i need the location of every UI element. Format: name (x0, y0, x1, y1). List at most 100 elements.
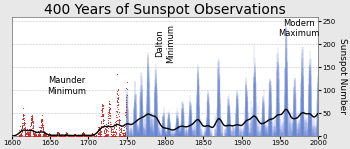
Point (75, 135, 80, 137)
Point (97, 132, 102, 135)
Point (67, 135, 72, 137)
Point (103, 135, 108, 137)
Point (45, 135, 50, 137)
Point (87, 135, 93, 137)
Point (41, 135, 46, 137)
Point (64, 132, 69, 134)
Point (24, 135, 30, 137)
Point (91, 135, 97, 137)
Point (117, 134, 122, 136)
Point (63, 131, 69, 134)
Point (75, 135, 81, 137)
Point (78, 135, 83, 137)
Point (26, 133, 31, 136)
Point (31, 134, 36, 137)
Point (54, 133, 60, 135)
Point (18, 134, 23, 136)
Point (26, 133, 32, 135)
Point (91, 135, 96, 137)
Point (63, 131, 69, 134)
Point (99, 122, 104, 124)
Point (96, 135, 101, 137)
Point (62, 134, 68, 136)
Point (105, 114, 111, 117)
Point (18, 130, 23, 132)
Point (82, 134, 87, 137)
Point (54, 132, 60, 134)
Point (116, 115, 122, 117)
Point (98, 130, 104, 132)
Point (32, 134, 38, 136)
Point (43, 135, 48, 137)
Point (118, 118, 123, 121)
Point (67, 134, 73, 137)
Point (70, 135, 76, 137)
Point (88, 134, 94, 136)
Point (50, 135, 55, 137)
Point (62, 134, 68, 137)
Point (103, 135, 109, 137)
Point (74, 135, 79, 137)
Point (22, 127, 27, 129)
Point (20, 112, 26, 115)
Point (92, 135, 98, 137)
Point (82, 134, 88, 136)
Point (69, 135, 75, 137)
Point (56, 132, 62, 135)
Point (23, 135, 29, 137)
Point (120, 133, 126, 136)
Point (17, 135, 23, 137)
Point (102, 135, 108, 137)
Point (23, 133, 29, 135)
Point (98, 115, 104, 117)
Point (92, 135, 98, 137)
Point (33, 135, 38, 137)
Point (44, 135, 50, 137)
Point (43, 133, 49, 136)
Point (118, 135, 124, 137)
Point (22, 130, 28, 132)
Point (103, 135, 109, 137)
Point (59, 135, 65, 137)
Point (86, 135, 92, 137)
Point (109, 135, 115, 137)
Point (92, 134, 98, 137)
Point (27, 133, 32, 136)
Point (122, 134, 128, 136)
Point (19, 132, 24, 135)
Point (29, 120, 34, 123)
Point (60, 135, 65, 137)
Point (55, 131, 61, 133)
Point (30, 130, 36, 132)
Point (49, 135, 55, 137)
Point (113, 131, 119, 134)
Point (71, 134, 77, 136)
Point (113, 121, 118, 124)
Point (75, 135, 81, 137)
Point (96, 126, 102, 128)
Point (17, 135, 22, 137)
Point (107, 106, 112, 109)
Point (100, 115, 106, 118)
Point (39, 119, 44, 121)
Point (69, 135, 74, 137)
Point (37, 134, 43, 136)
Point (88, 135, 94, 137)
Point (83, 135, 89, 137)
Point (50, 135, 56, 137)
Point (75, 135, 80, 137)
Point (96, 126, 102, 128)
Point (21, 122, 27, 125)
Point (101, 115, 106, 118)
Point (35, 135, 41, 137)
Point (28, 123, 34, 125)
Point (90, 133, 96, 135)
Point (32, 135, 37, 137)
Point (107, 108, 112, 111)
Point (118, 129, 124, 131)
Point (100, 126, 106, 128)
Point (19, 129, 25, 131)
Point (30, 129, 36, 131)
Point (91, 135, 97, 137)
Point (46, 133, 51, 135)
